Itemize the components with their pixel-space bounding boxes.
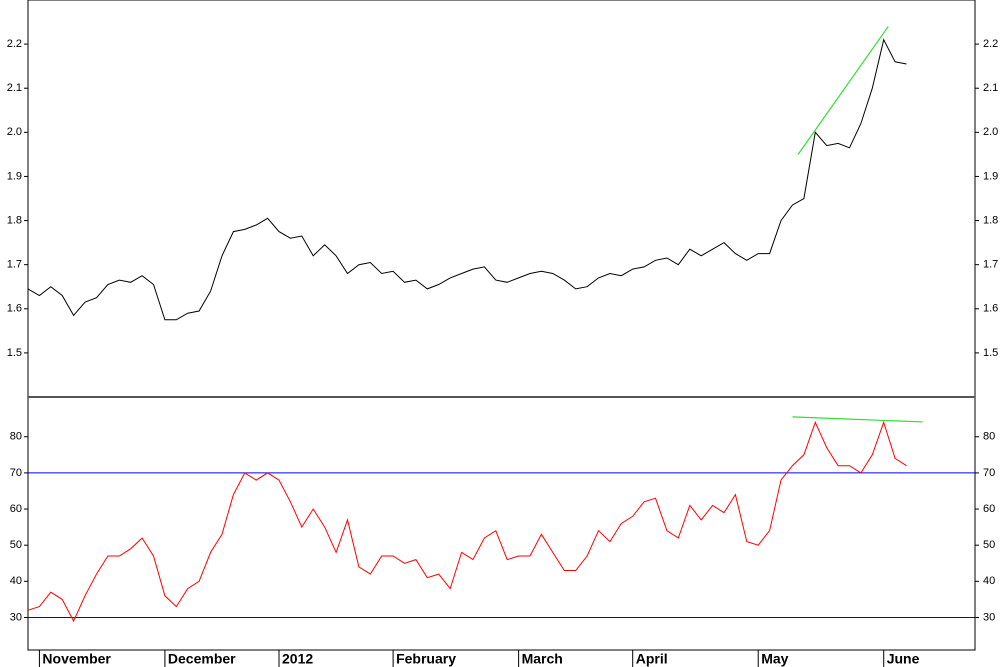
y-tick-label: 1.8 [983,214,998,226]
y-tick-label: 1.7 [983,259,998,271]
price-line [27,420,907,623]
y-tick-label: 50 [983,539,995,551]
y-tick-label: 40 [983,575,995,587]
y-tick-label: 1.6 [7,303,22,315]
y-tick-label: 1.5 [983,347,998,359]
y-tick-label: 40 [10,575,22,587]
plot-frame [27,0,976,651]
y-tick-label: 60 [983,503,995,515]
trend-line [792,416,923,423]
y-tick-label: 1.5 [7,347,22,359]
y-tick-label: 2.1 [983,82,998,94]
x-tick-label: February [396,651,456,667]
y-tick-label: 1.7 [7,259,22,271]
x-tick-label: 2012 [282,651,313,667]
x-tick-label: June [887,651,920,667]
y-tick-label: 80 [983,431,995,443]
y-tick-label: 1.8 [7,214,22,226]
y-tick-label: 60 [10,503,22,515]
y-tick-label: 80 [10,431,22,443]
y-tick-label: 70 [10,467,22,479]
y-tick-label: 2.0 [7,126,22,138]
y-tick-label: 2.0 [983,126,998,138]
y-tick-label: 2.2 [983,38,998,50]
y-tick-label: 2.2 [7,38,22,50]
y-tick-label: 30 [983,611,995,623]
x-tick-label: December [168,651,236,667]
x-tick-label: March [522,651,563,667]
y-tick-label: 30 [10,611,22,623]
x-tick-label: April [636,651,668,667]
price-line [27,38,907,321]
y-tick-label: 70 [983,467,995,479]
y-tick-label: 1.6 [983,303,998,315]
trend-line [797,26,889,155]
y-tick-label: 1.9 [983,170,998,182]
x-tick-label: November [42,651,111,667]
y-tick-label: 50 [10,539,22,551]
y-tick-label: 1.9 [7,170,22,182]
y-tick-label: 2.1 [7,82,22,94]
x-tick-label: May [761,651,788,667]
